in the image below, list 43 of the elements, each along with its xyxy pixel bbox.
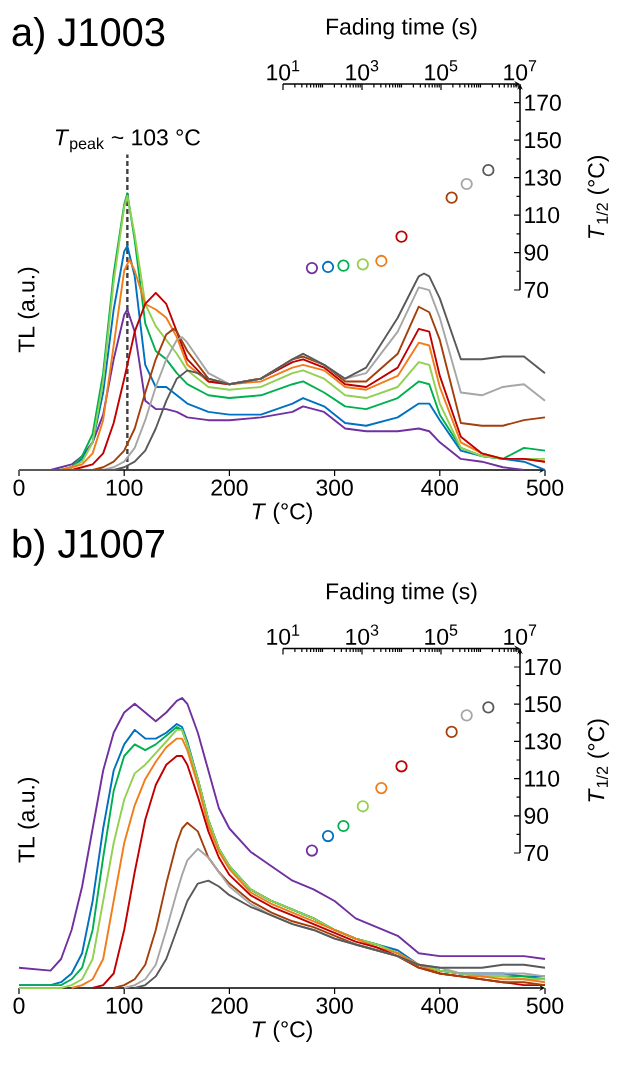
x-tick-label: 200 <box>211 479 248 496</box>
x-tick-label: 300 <box>316 997 353 1014</box>
y-axis-title: TL (a.u.) <box>17 777 40 863</box>
x-tick-label: 10$^{5}$ <box>425 60 458 81</box>
x-tick-label: 500 <box>526 997 564 1014</box>
x-tick-label: 400 <box>421 997 459 1014</box>
y-tick-label: 70 <box>524 281 549 299</box>
x-tick-label: 10$^{3}$ <box>346 60 379 81</box>
x-axis-title: T (°C) <box>252 502 312 524</box>
y-tick-label: 150 <box>525 696 561 713</box>
y-tick-label: 170 <box>525 94 561 111</box>
x-tick-label: 300 <box>316 479 353 496</box>
y-tick-label: 90 <box>524 807 549 824</box>
x-tick-label: 10$^{5}$ <box>425 624 458 645</box>
x-tick-label: 10$^{1}$ <box>267 60 300 81</box>
x-tick-label: 0 <box>13 997 25 1014</box>
ref-line-label: T$_{peak}$ ~ 103 °C <box>55 129 200 153</box>
y-tick-label: 90 <box>524 244 549 261</box>
x-tick-label: 100 <box>106 997 143 1014</box>
x-tick-label: 400 <box>421 479 459 496</box>
y-tick-label: 170 <box>525 658 561 676</box>
y-axis-title: TL (a.u.) <box>17 267 40 353</box>
chart-title: a) J1003 <box>12 17 165 55</box>
y-tick-label: 150 <box>525 132 561 149</box>
x-tick-label: 10$^{7}$ <box>504 60 537 81</box>
x-tick-label: 0 <box>13 479 25 496</box>
x-tick-label: 10$^{3}$ <box>346 624 379 645</box>
y-tick-label: 130 <box>525 169 561 186</box>
y-tick-label: 70 <box>524 844 549 862</box>
y-tick-label: 110 <box>525 206 560 224</box>
x-tick-label: 10$^{7}$ <box>504 624 537 645</box>
y-axis-title: T$_{1/2}$ (°C) <box>587 155 609 238</box>
x-tick-label: 10$^{1}$ <box>267 624 300 645</box>
y-axis-title: T$_{1/2}$ (°C) <box>587 719 609 802</box>
y-tick-label: 130 <box>525 733 561 750</box>
x-axis-title: Fading time (s) <box>326 582 477 604</box>
y-tick-label: 110 <box>525 770 560 787</box>
x-tick-label: 100 <box>106 479 143 496</box>
x-axis-title: Fading time (s) <box>326 17 477 40</box>
x-tick-label: 200 <box>211 997 248 1014</box>
x-tick-label: 500 <box>526 479 564 496</box>
chart-title: b) J1007 <box>13 528 164 566</box>
x-axis-title: T (°C) <box>252 1020 312 1042</box>
